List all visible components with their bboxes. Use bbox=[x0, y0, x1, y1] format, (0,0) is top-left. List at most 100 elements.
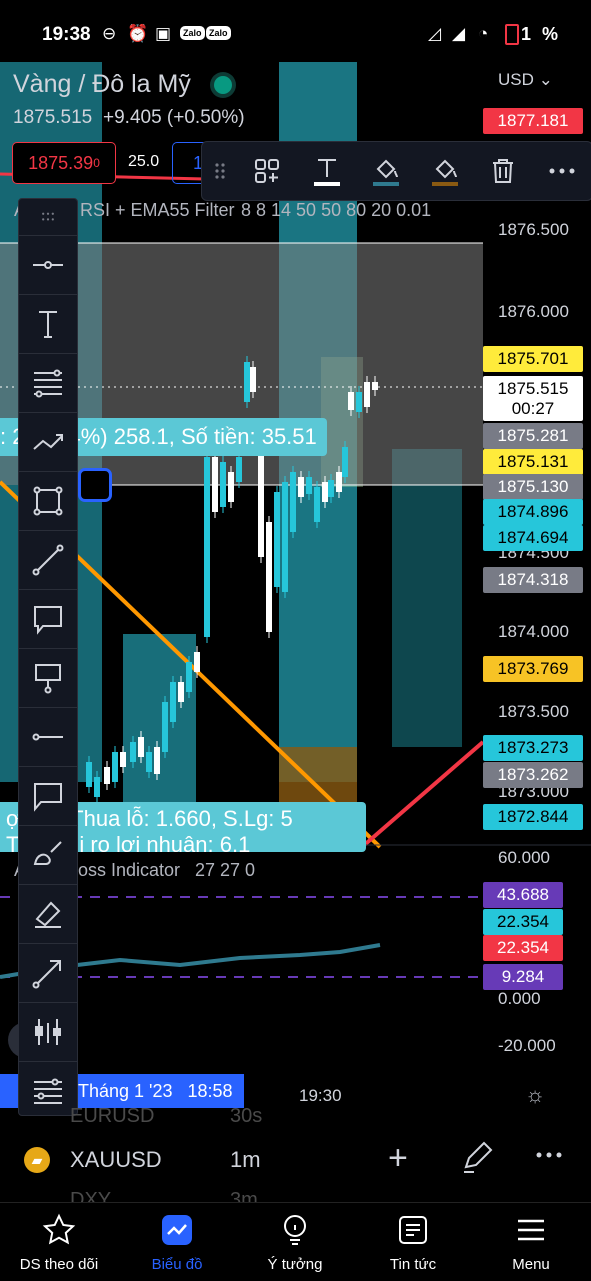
price-box: 1877.181 bbox=[483, 108, 583, 134]
candle bbox=[186, 662, 192, 692]
ghost-interval: 30s bbox=[230, 1105, 263, 1127]
battery-unit: % bbox=[542, 24, 559, 44]
callout-icon[interactable] bbox=[19, 590, 77, 649]
text-color-icon[interactable] bbox=[298, 142, 356, 200]
price-label: 1873.500 bbox=[498, 702, 569, 721]
panel-drag-handle-icon[interactable] bbox=[19, 199, 77, 236]
star-icon bbox=[42, 1213, 76, 1245]
candle bbox=[364, 382, 370, 407]
candle bbox=[194, 652, 200, 672]
candle bbox=[282, 482, 288, 592]
price-box: 1872.844 bbox=[483, 804, 583, 830]
candle bbox=[112, 752, 118, 782]
alarm-icon: ⏰ bbox=[127, 24, 149, 43]
candle bbox=[170, 682, 176, 722]
time-label: 19:30 bbox=[299, 1086, 342, 1105]
tab-news[interactable]: Tin tức bbox=[354, 1203, 472, 1281]
price-box: 1875.130 bbox=[483, 474, 583, 500]
candle bbox=[178, 682, 184, 702]
osc-value-box: 22.354 bbox=[483, 935, 563, 961]
price-box: 1874.694 bbox=[483, 525, 583, 551]
sub-indicator-params: 27 27 0 bbox=[195, 860, 256, 880]
brush-icon[interactable] bbox=[19, 826, 77, 885]
osc-value-box: 9.284 bbox=[483, 964, 563, 990]
horizontal-line-icon[interactable] bbox=[19, 708, 77, 767]
tab-ideas[interactable]: Ý tưởng bbox=[236, 1203, 354, 1281]
candle bbox=[336, 472, 342, 492]
highlighter-icon[interactable] bbox=[19, 885, 77, 944]
path-tool-icon[interactable] bbox=[19, 413, 77, 472]
fib-levels-icon[interactable] bbox=[19, 1062, 77, 1120]
candle bbox=[86, 762, 92, 787]
osc-axis-label: -20.000 bbox=[498, 1036, 556, 1055]
candle bbox=[212, 457, 218, 512]
tab-menu[interactable]: Menu bbox=[472, 1203, 590, 1281]
osc-axis-label: 60.000 bbox=[498, 848, 550, 867]
sell-button[interactable]: 1875.39 0 bbox=[12, 142, 116, 184]
candle bbox=[94, 777, 100, 797]
spread-value: 25.0 bbox=[128, 153, 160, 170]
market-open-icon bbox=[214, 76, 232, 94]
rectangle-tool-icon[interactable] bbox=[19, 472, 77, 531]
more-options-icon[interactable] bbox=[533, 142, 591, 200]
text-tool-icon[interactable] bbox=[19, 295, 77, 354]
price-label: 1876.000 bbox=[498, 302, 569, 321]
candle bbox=[298, 477, 304, 497]
horizontal-ray-icon[interactable] bbox=[19, 236, 77, 295]
price-box: 1875.515 00:27 bbox=[483, 376, 583, 422]
candle bbox=[348, 392, 354, 410]
drag-handle-icon[interactable] bbox=[202, 142, 238, 200]
status-bar: 19:38 ⊖ ⏰ ▣ Zalo Zalo ◿ ◢ ◔ 1 % bbox=[0, 0, 591, 62]
background-color-icon[interactable] bbox=[416, 142, 474, 200]
symbol-name[interactable]: XAUUSD bbox=[70, 1147, 162, 1172]
balloon-pin-icon[interactable] bbox=[19, 649, 77, 708]
sub-indicator-name[interactable]: oss Indicator bbox=[78, 860, 181, 880]
candle bbox=[274, 492, 280, 587]
tab-watchlist[interactable]: DS theo dõi bbox=[0, 1203, 118, 1281]
trend-line-icon[interactable] bbox=[19, 531, 77, 590]
arrow-tool-icon[interactable] bbox=[19, 944, 77, 1003]
signal-off-icon: ◿ bbox=[428, 24, 442, 43]
chart-icon bbox=[162, 1215, 192, 1245]
comment-icon[interactable] bbox=[19, 767, 77, 826]
candle bbox=[130, 742, 136, 762]
more-icon[interactable] bbox=[534, 1145, 564, 1170]
candle bbox=[244, 362, 250, 402]
price-label: 1874.000 bbox=[498, 622, 569, 641]
add-icon[interactable]: + bbox=[388, 1139, 408, 1177]
candle bbox=[328, 480, 334, 497]
drawing-tools-panel bbox=[18, 198, 78, 1116]
ghost-symbol: EURUSD bbox=[70, 1105, 155, 1127]
price-box: 1873.273 bbox=[483, 735, 583, 761]
price-box: 1875.131 bbox=[483, 449, 583, 475]
settings-gear-icon[interactable]: ☼ bbox=[525, 1082, 546, 1107]
news-icon bbox=[399, 1216, 427, 1244]
candle bbox=[162, 702, 168, 752]
price-label: 1876.500 bbox=[498, 220, 569, 239]
signal-icon: ◢ bbox=[452, 24, 466, 43]
zone-band bbox=[123, 634, 196, 804]
candle bbox=[146, 752, 152, 772]
long-position-icon[interactable] bbox=[19, 1003, 77, 1062]
indicator-legend-name[interactable]: RSI + EMA55 Filter bbox=[80, 200, 235, 220]
tab-chart[interactable]: Biểu đồ bbox=[118, 1203, 236, 1281]
delete-icon[interactable] bbox=[474, 142, 532, 200]
trend-line bbox=[360, 740, 485, 849]
add-template-icon[interactable] bbox=[238, 142, 296, 200]
bottom-tab-bar: DS theo dõi Biểu đồ Ý tưởng Tin tức Menu bbox=[0, 1202, 591, 1281]
pencil-icon[interactable] bbox=[460, 1139, 496, 1180]
battery-icon bbox=[505, 24, 519, 45]
fill-color-icon[interactable] bbox=[357, 142, 415, 200]
measure-handle[interactable] bbox=[78, 468, 112, 502]
osc-value-box: 43.688 bbox=[483, 882, 563, 908]
fib-retracement-icon[interactable] bbox=[19, 354, 77, 413]
interval-select[interactable]: 1m bbox=[230, 1147, 261, 1172]
wifi-icon: ◔ bbox=[478, 24, 489, 43]
lightbulb-icon bbox=[284, 1215, 306, 1245]
symbol-title[interactable]: Vàng / Đô la Mỹ bbox=[13, 70, 191, 98]
price-box: 1874.896 bbox=[483, 499, 583, 525]
gold-icon: ▰ bbox=[24, 1147, 50, 1173]
candle bbox=[356, 392, 362, 412]
chart-area[interactable]: 1876.500 1876.000 1874.500 1874.000 1873… bbox=[0, 62, 591, 1117]
currency-select[interactable]: USD ⌄ bbox=[498, 70, 553, 89]
